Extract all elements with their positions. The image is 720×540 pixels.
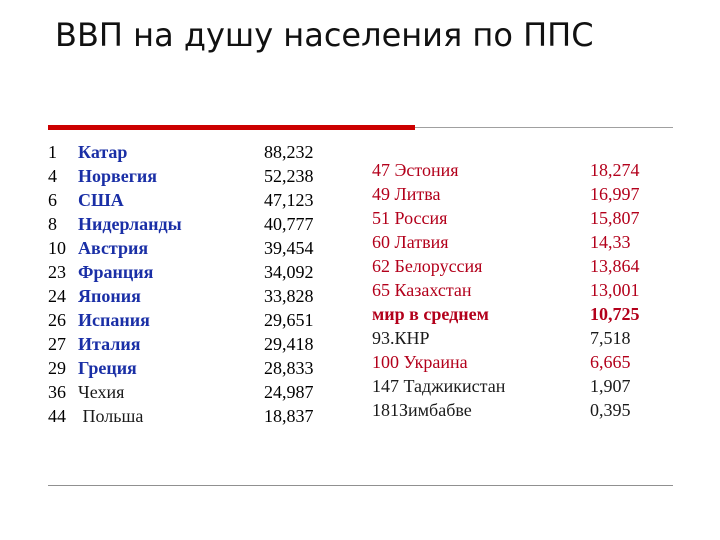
left-country-column: Катар Норвегия США Нидерланды Австрия Фр… [78, 140, 182, 428]
country-cell: 65 Казахстан [372, 280, 472, 300]
country-cell: Греция [78, 358, 137, 378]
value-cell: 7,518 [590, 328, 631, 348]
slide-title: ВВП на душу населения по ППС [55, 16, 594, 54]
value-cell: 13,864 [590, 256, 640, 276]
value-cell: 88,232 [264, 142, 314, 162]
value-cell: 18,274 [590, 160, 640, 180]
value-cell: 13,001 [590, 280, 640, 300]
country-cell: 51 Россия [372, 208, 448, 228]
country-cell: 147 Таджикистан [372, 376, 506, 396]
country-cell: Катар [78, 142, 128, 162]
rank-cell: 44 [48, 406, 66, 426]
country-cell: 62 Белоруссия [372, 256, 483, 276]
world-average-value: 10,725 [590, 304, 640, 324]
rank-cell: 24 [48, 286, 66, 306]
rank-cell: 23 [48, 262, 66, 282]
value-cell: 28,833 [264, 358, 314, 378]
country-cell: Япония [78, 286, 141, 306]
country-cell: 47 Эстония [372, 160, 459, 180]
rank-cell: 36 [48, 382, 66, 402]
right-value-column: 18,274 16,997 15,807 14,33 13,864 13,001… [590, 158, 640, 422]
value-cell: 18,837 [264, 406, 314, 426]
rank-cell: 10 [48, 238, 66, 258]
country-cell: Нидерланды [78, 214, 182, 234]
value-cell: 16,997 [590, 184, 640, 204]
country-cell: 49 Литва [372, 184, 441, 204]
value-cell: 1,907 [590, 376, 631, 396]
value-cell: 14,33 [590, 232, 631, 252]
country-cell: 93.КНР [372, 328, 430, 348]
rank-cell: 27 [48, 334, 66, 354]
country-cell: 100 Украина [372, 352, 468, 372]
country-cell: 60 Латвия [372, 232, 449, 252]
value-cell: 29,418 [264, 334, 314, 354]
right-country-column: 47 Эстония 49 Литва 51 Россия 60 Латвия … [372, 158, 505, 422]
value-cell: 34,092 [264, 262, 314, 282]
country-cell: Испания [78, 310, 150, 330]
value-cell: 24,987 [264, 382, 314, 402]
country-cell: 181Зимбабве [372, 400, 472, 420]
country-cell: Польша [78, 406, 144, 426]
rank-cell: 4 [48, 166, 57, 186]
left-value-column: 88,232 52,238 47,123 40,777 39,454 34,09… [264, 140, 314, 428]
country-cell: Франция [78, 262, 154, 282]
title-accent-bar [48, 125, 415, 130]
value-cell: 6,665 [590, 352, 631, 372]
rank-cell: 8 [48, 214, 57, 234]
value-cell: 52,238 [264, 166, 314, 186]
value-cell: 29,651 [264, 310, 314, 330]
rank-cell: 1 [48, 142, 57, 162]
left-rank-column: 1 4 6 8 10 23 24 26 27 29 36 44 [48, 140, 78, 428]
rank-cell: 29 [48, 358, 66, 378]
value-cell: 39,454 [264, 238, 314, 258]
rank-cell: 6 [48, 190, 57, 210]
world-average-label: мир в среднем [372, 304, 489, 324]
bottom-divider-line [48, 485, 673, 486]
country-cell: США [78, 190, 124, 210]
value-cell: 47,123 [264, 190, 314, 210]
value-cell: 40,777 [264, 214, 314, 234]
country-cell: Норвегия [78, 166, 158, 186]
value-cell: 15,807 [590, 208, 640, 228]
value-cell: 33,828 [264, 286, 314, 306]
rank-cell: 26 [48, 310, 66, 330]
country-cell: Италия [78, 334, 141, 354]
country-cell: Австрия [78, 238, 149, 258]
country-cell: Чехия [78, 382, 125, 402]
value-cell: 0,395 [590, 400, 631, 420]
